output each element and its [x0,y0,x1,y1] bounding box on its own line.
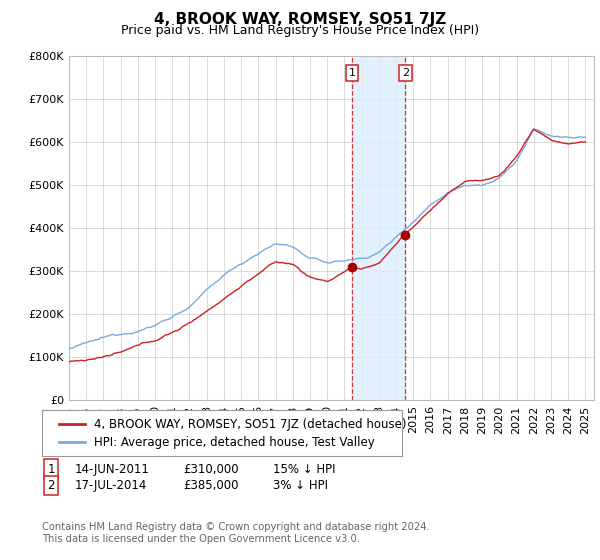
Text: 2: 2 [47,479,55,492]
Text: 14-JUN-2011: 14-JUN-2011 [75,463,150,476]
Text: Contains HM Land Registry data © Crown copyright and database right 2024.
This d: Contains HM Land Registry data © Crown c… [42,522,430,544]
Text: 2: 2 [402,68,409,78]
Text: Price paid vs. HM Land Registry's House Price Index (HPI): Price paid vs. HM Land Registry's House … [121,24,479,36]
Text: 17-JUL-2014: 17-JUL-2014 [75,479,148,492]
Text: 4, BROOK WAY, ROMSEY, SO51 7JZ: 4, BROOK WAY, ROMSEY, SO51 7JZ [154,12,446,27]
Legend: 4, BROOK WAY, ROMSEY, SO51 7JZ (detached house), HPI: Average price, detached ho: 4, BROOK WAY, ROMSEY, SO51 7JZ (detached… [55,414,410,452]
Text: 15% ↓ HPI: 15% ↓ HPI [273,463,335,476]
Text: £310,000: £310,000 [183,463,239,476]
Bar [352,56,406,400]
Text: £385,000: £385,000 [183,479,239,492]
Text: 1: 1 [47,463,55,476]
Text: 1: 1 [349,68,356,78]
Text: 3% ↓ HPI: 3% ↓ HPI [273,479,328,492]
